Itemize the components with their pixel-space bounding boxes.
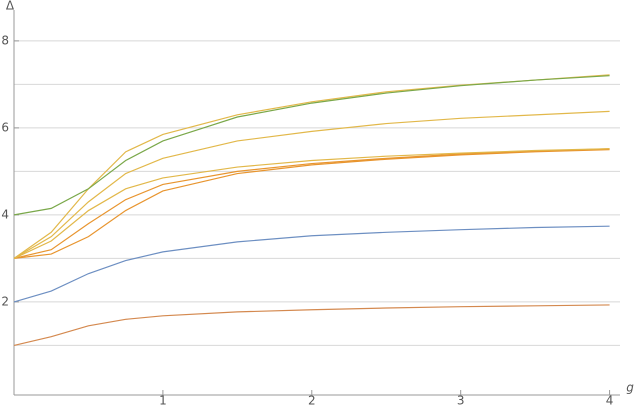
- x-axis-label: g: [626, 381, 634, 395]
- x-tick-label: 3: [457, 394, 465, 408]
- curve: [13, 74, 610, 259]
- curve: [13, 110, 610, 259]
- x-tick-label: 1: [159, 394, 167, 408]
- curve: [13, 149, 610, 259]
- y-axis-label: Δ: [6, 0, 15, 13]
- curve: [13, 148, 610, 259]
- y-tick-label: 2: [1, 294, 9, 308]
- x-tick-label: 4: [606, 394, 614, 408]
- y-tick-label: 8: [1, 33, 9, 47]
- curve: [13, 148, 610, 259]
- x-tick-label: 2: [308, 394, 316, 408]
- y-tick-label: 4: [1, 207, 9, 221]
- curve: [13, 225, 610, 303]
- curve: [13, 304, 610, 346]
- y-tick-label: 6: [1, 120, 9, 134]
- curve: [13, 75, 610, 216]
